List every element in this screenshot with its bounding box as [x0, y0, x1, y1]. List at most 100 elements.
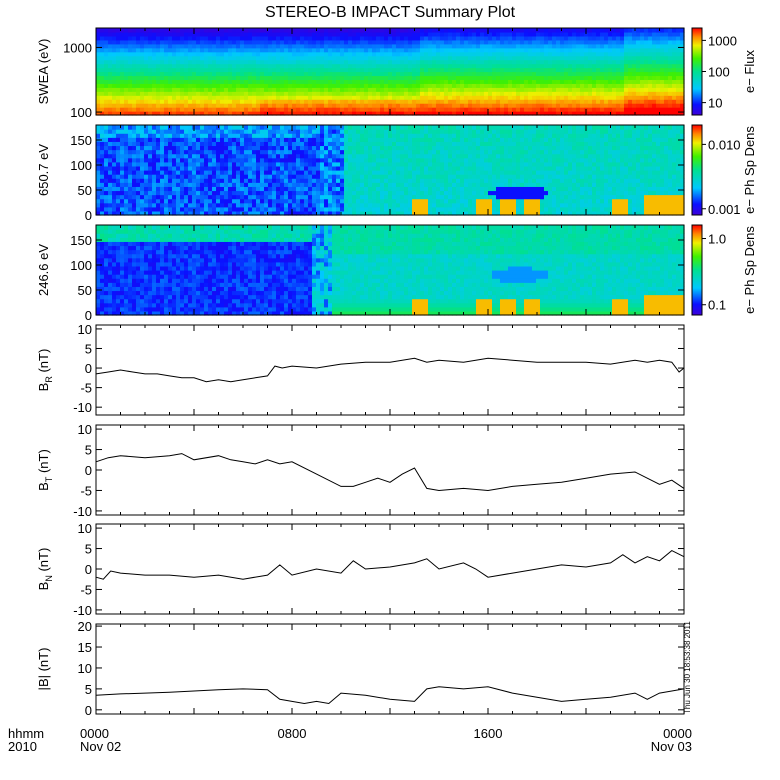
heatmap-cell	[216, 63, 221, 69]
heatmap-cell	[456, 83, 461, 88]
heatmap-cell	[276, 186, 281, 192]
heatmap-cell	[512, 75, 517, 80]
heatmap-cell	[200, 210, 205, 216]
heatmap-cell	[244, 103, 249, 108]
heatmap-cell	[584, 47, 589, 53]
heatmap-cell	[372, 39, 377, 45]
heatmap-cell	[296, 75, 301, 80]
heatmap-cell	[232, 210, 237, 216]
heatmap-cell	[632, 39, 637, 45]
heatmap-cell	[424, 28, 429, 33]
heatmap-cell	[232, 87, 237, 92]
heatmap-cell	[124, 59, 129, 65]
heatmap-cell	[172, 75, 177, 80]
heatmap-cell	[324, 129, 329, 134]
heatmap-cell	[124, 161, 129, 167]
heatmap-cell	[476, 51, 481, 57]
heatmap-cell	[348, 198, 353, 204]
heatmap-cell	[244, 133, 249, 138]
heatmap-cell	[392, 137, 397, 142]
heatmap-cell	[344, 59, 349, 65]
heatmap-cell	[544, 87, 549, 92]
heatmap-cell	[260, 153, 265, 159]
heatmap-cell	[276, 35, 281, 41]
heatmap-cell	[540, 59, 545, 65]
heatmap-cell	[508, 83, 513, 88]
heatmap-cell	[288, 190, 293, 196]
heatmap-cell	[128, 95, 133, 100]
heatmap-cell	[660, 71, 665, 77]
heatmap-cell	[304, 28, 309, 33]
heatmap-cell	[512, 31, 517, 37]
heatmap-cell	[336, 43, 341, 49]
heatmap-cell	[316, 99, 321, 104]
heatmap-cell	[420, 107, 425, 112]
heatmap-cell	[208, 31, 213, 37]
heatmap-cell	[292, 83, 297, 88]
heatmap-cell	[504, 111, 509, 116]
heatmap-cell	[572, 59, 577, 65]
heatmap-cell	[412, 63, 417, 69]
heatmap-cell	[428, 71, 433, 77]
heatmap-cell	[132, 149, 137, 155]
heatmap-cell	[160, 111, 165, 116]
heatmap-cell	[336, 157, 341, 163]
heatmap-cell	[656, 51, 661, 57]
heatmap-cell	[616, 67, 621, 73]
heatmap-cell	[624, 95, 629, 100]
heatmap-cell	[376, 107, 381, 112]
heatmap-cell	[652, 103, 657, 108]
heatmap-cell	[368, 125, 373, 130]
heatmap-cell	[500, 71, 505, 77]
heatmap-cell	[176, 125, 181, 130]
heatmap-cell	[108, 79, 113, 84]
heatmap-cell	[576, 43, 581, 49]
heatmap-cell	[152, 51, 157, 57]
heatmap-cell	[500, 59, 505, 65]
heatmap-cell	[456, 67, 461, 73]
heatmap-cell	[144, 198, 149, 204]
heatmap-cell	[184, 133, 189, 138]
heatmap-cell	[376, 87, 381, 92]
heatmap-cell	[116, 95, 121, 100]
heatmap-cell	[292, 137, 297, 142]
heatmap-cell	[176, 71, 181, 77]
heatmap-cell	[100, 202, 105, 208]
heatmap-cell	[452, 47, 457, 53]
heatmap-cell	[372, 161, 377, 167]
heatmap-cell	[132, 129, 137, 134]
heatmap-cell	[460, 28, 465, 33]
heatmap-cell	[164, 145, 169, 151]
heatmap-cell	[616, 95, 621, 100]
heatmap-cell	[196, 67, 201, 73]
heatmap-cell	[484, 31, 489, 37]
heatmap-cell	[332, 206, 337, 212]
heatmap-cell	[576, 31, 581, 37]
heatmap-cell	[140, 63, 145, 69]
heatmap-cell	[260, 178, 265, 183]
heatmap-cell	[252, 63, 257, 69]
heatmap-cell	[312, 198, 317, 204]
heatmap-cell	[564, 43, 569, 49]
heatmap-cell	[464, 87, 469, 92]
heatmap-cell	[136, 107, 141, 112]
heatmap-cell	[420, 47, 425, 53]
heatmap-cell	[332, 145, 337, 151]
heatmap-cell	[152, 141, 157, 147]
heatmap-cell	[380, 95, 385, 100]
heatmap-cell	[156, 63, 161, 69]
heatmap-cell	[264, 186, 269, 192]
heatmap-cell	[332, 170, 337, 175]
heatmap-cell	[676, 28, 681, 33]
heatmap-cell	[120, 149, 125, 155]
heatmap-cell	[376, 35, 381, 41]
heatmap-cell	[436, 28, 441, 33]
heatmap-cell	[168, 39, 173, 45]
heatmap-cell	[232, 75, 237, 80]
heatmap-cell	[308, 51, 313, 57]
heatmap-cell	[264, 145, 269, 151]
heatmap-cell	[396, 55, 401, 61]
heatmap-cell	[400, 99, 405, 104]
heatmap-cell	[448, 75, 453, 80]
heatmap-cell	[364, 59, 369, 65]
